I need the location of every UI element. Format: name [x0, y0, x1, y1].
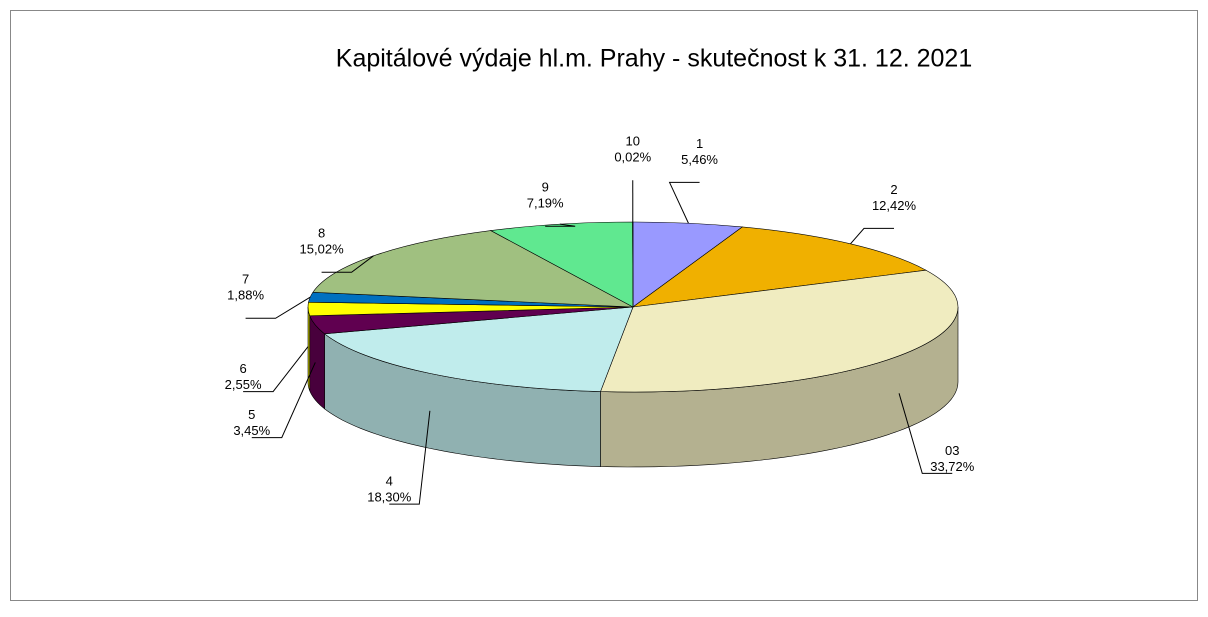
slice-category-label: 9: [542, 180, 549, 195]
slice-value-label: 2,55%: [225, 377, 262, 392]
slice-value-label: 33,72%: [930, 459, 975, 474]
slice-category-label: 10: [626, 134, 640, 149]
slice-value-label: 18,30%: [367, 490, 412, 505]
slice-value-label: 12,42%: [872, 198, 917, 213]
slice-category-label: 7: [242, 272, 249, 287]
slice-category-label: 1: [696, 136, 703, 151]
slice-value-label: 3,45%: [233, 423, 270, 438]
slice-category-label: 4: [386, 474, 393, 489]
slice-category-label: 8: [318, 226, 325, 241]
slice-category-label: 2: [890, 182, 897, 197]
slice-category-label: 03: [945, 443, 959, 458]
slice-value-label: 0,02%: [614, 150, 651, 165]
slice-category-label: 5: [248, 407, 255, 422]
slice-value-label: 5,46%: [681, 152, 718, 167]
slice-value-label: 7,19%: [527, 196, 564, 211]
slice-value-label: 1,88%: [227, 288, 264, 303]
chart-title: Kapitálové výdaje hl.m. Prahy - skutečno…: [336, 45, 972, 73]
pie-tops: [308, 222, 958, 392]
slice-value-label: 15,02%: [300, 242, 345, 257]
slice-category-label: 6: [239, 361, 246, 376]
